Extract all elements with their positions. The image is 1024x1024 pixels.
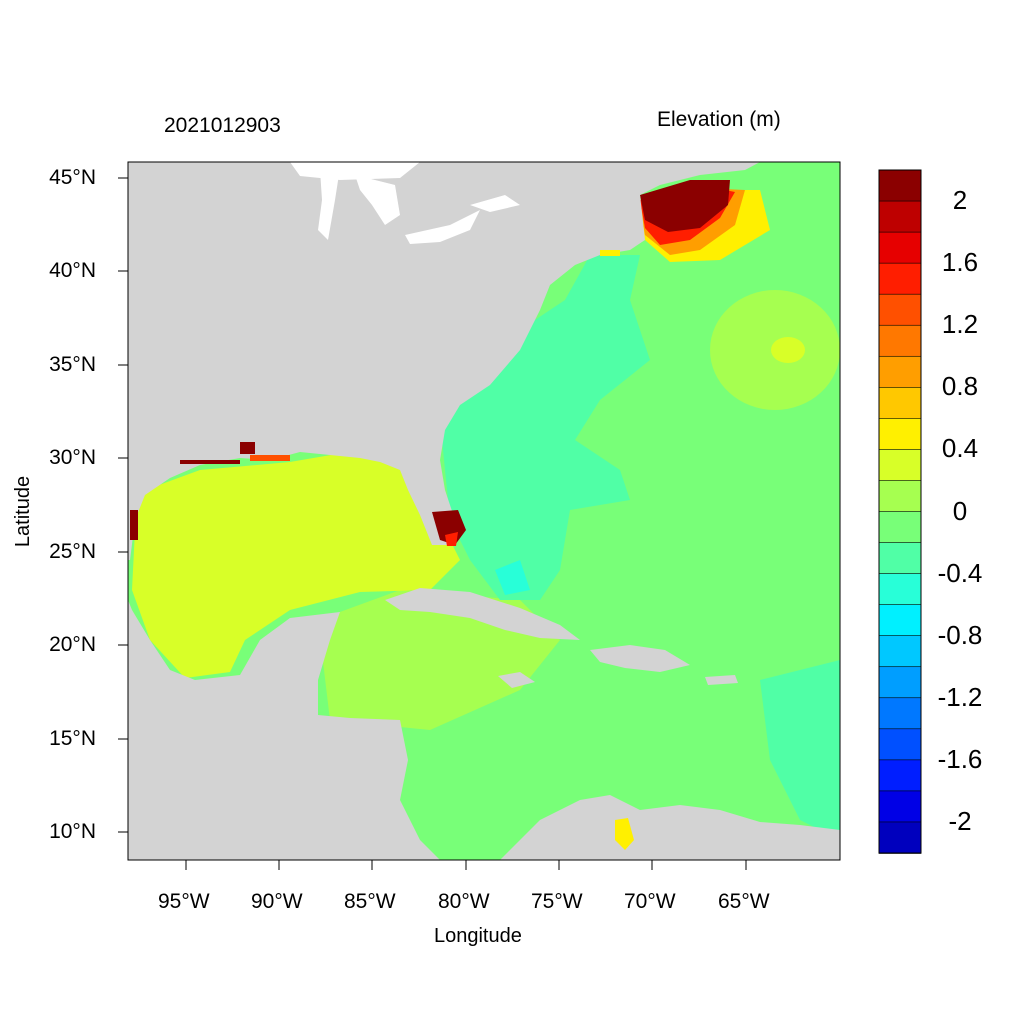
colorbar-swatch [878,418,922,451]
colorbar-swatch [878,262,922,295]
mexico-central-america-land [128,600,440,860]
map-plot-area [128,162,840,860]
florida-surge-field [432,510,466,545]
x-tick-label: 70°W [624,890,676,913]
y-axis-title: Latitude [12,475,35,548]
colorbar-swatch [878,604,922,637]
y-tick-label: 15°N [49,727,96,750]
y-tick-label: 20°N [49,633,96,656]
datetime-label: 2021012903 [164,114,281,137]
florida-surge-tip [445,532,458,546]
colorbar-tick-label: 1.6 [941,247,979,278]
eastern-caribbean-negative-field [760,660,840,840]
bahamas-negative-field [495,560,530,595]
x-tick-label: 80°W [438,890,490,913]
gulf-inner-field [190,480,420,640]
lake-maracaibo-field [615,818,634,850]
y-ticks [118,177,128,833]
puerto-rico-land [705,675,738,685]
colorbar-swatch [878,821,922,854]
colorbar-swatch [878,449,922,482]
y-tick-label: 35°N [49,353,96,376]
colorbar-frame [878,169,922,854]
colorbar-swatch [878,635,922,668]
x-tick-label: 90°W [251,890,303,913]
colorbar-swatch [878,355,922,389]
colorbar-swatch [878,759,922,792]
x-tick-label: 75°W [531,890,583,913]
great-lakes [290,162,520,244]
x-tick-label: 85°W [344,890,396,913]
colorbar-tick-label: -1.2 [937,681,983,712]
x-ticks [185,860,747,870]
x-axis-title: Longitude [434,925,522,947]
x-tick-label: 65°W [718,890,770,913]
colorbar-tick-label: -1.6 [937,743,983,774]
colorbar-tick-label: 0.4 [941,433,979,464]
y-tick-label: 25°N [49,540,96,563]
colorbar-swatch [878,324,922,358]
jamaica-land [498,672,535,688]
y-tick-label: 10°N [49,820,96,843]
atlantic-negative-field [440,255,650,600]
colorbar-swatch [878,790,922,823]
y-tick-label: 45°N [49,166,96,189]
colorbar-tick-label: 0.8 [941,371,979,402]
cuba-land [385,588,580,640]
colorbar-tick-label: 2 [952,185,968,216]
hispaniola-land [590,645,690,672]
colorbar-tick-label: -2 [948,805,972,836]
colorbar-tick-label: -0.4 [937,557,983,588]
colorbar-swatch [878,697,922,730]
colorbar-swatch [878,293,922,327]
colorbar-tick-label: 0 [952,495,968,526]
northeast-surge-core [640,180,730,232]
colorbar-swatch [878,200,922,233]
map-frame [127,161,841,861]
north-america-land [128,162,760,560]
atlantic-dome-core [771,337,805,363]
colorbar-swatch [878,480,922,513]
colorbar-tick-label: 1.2 [941,309,979,340]
colorbar-swatch [878,169,922,202]
colorbar-swatch [878,666,922,699]
x-tick-label: 95°W [158,890,210,913]
colorbar-swatch [878,511,922,544]
colorbar-swatch [878,728,922,761]
colorbar-tick-label: -0.8 [937,619,983,650]
y-tick-label: 40°N [49,259,96,282]
colorbar-swatch [878,542,922,575]
colorbar [878,169,922,854]
colorbar-swatch [878,387,922,420]
gulf-coast-surge [130,250,620,540]
variable-label: Elevation (m) [657,108,781,131]
colorbar-swatch [878,573,922,606]
south-america-land [500,795,840,860]
colorbar-swatch [878,231,922,264]
y-tick-label: 30°N [49,446,96,469]
